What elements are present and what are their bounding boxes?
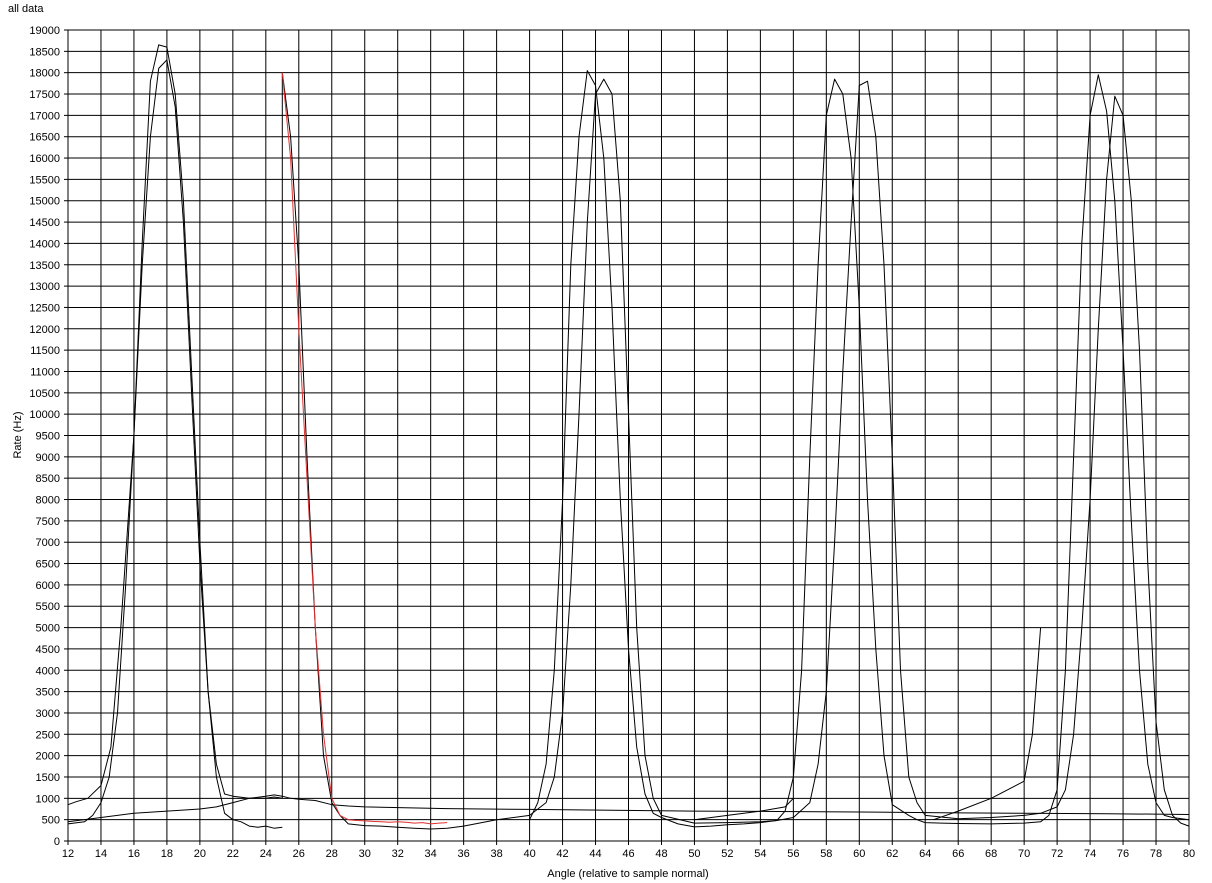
- x-tick-label: 42: [556, 848, 568, 860]
- y-tick-label: 6000: [36, 580, 60, 592]
- series-line-3: [67, 59, 283, 829]
- y-tick-label: 19000: [29, 25, 60, 37]
- y-tick-label: 16500: [29, 132, 60, 144]
- y-tick-label: 14000: [29, 238, 60, 250]
- y-tick-label: 9500: [36, 431, 60, 443]
- y-axis: 0 500 1000 1500 2000 2500 3000 3500 4000 4500 5000…: [29, 25, 68, 848]
- y-tick-label: 14500: [29, 217, 60, 229]
- y-tick-label: 8000: [36, 495, 60, 507]
- y-tick-label: 12000: [29, 324, 60, 336]
- y-tick-label: 2500: [36, 729, 60, 741]
- x-tick-label: 58: [820, 848, 832, 860]
- y-tick-label: 13000: [29, 281, 60, 293]
- x-tick-label: 40: [523, 848, 535, 860]
- y-tick-label: 16000: [29, 153, 60, 165]
- x-tick-label: 32: [392, 848, 404, 860]
- series-line-6: [933, 627, 1042, 821]
- y-tick-label: 5500: [36, 601, 60, 613]
- y-tick-label: 10000: [29, 409, 60, 421]
- y-tick-label: 7500: [36, 516, 60, 528]
- x-tick-label: 56: [787, 848, 799, 860]
- x-tick-label: 12: [62, 848, 74, 860]
- chart-title: all data: [8, 3, 44, 15]
- x-tick-label: 16: [128, 848, 140, 860]
- y-tick-label: 11500: [30, 345, 60, 357]
- x-tick-label: 76: [1117, 848, 1129, 860]
- x-tick-label: 60: [853, 848, 865, 860]
- y-tick-label: 3500: [36, 687, 60, 699]
- y-tick-label: 500: [42, 815, 60, 827]
- x-tick-label: 46: [622, 848, 634, 860]
- x-tick-label: 72: [1051, 848, 1063, 860]
- x-tick-label: 80: [1183, 848, 1195, 860]
- series-line-5: [694, 797, 794, 821]
- x-tick-label: 34: [425, 848, 437, 860]
- y-tick-label: 4500: [36, 644, 60, 656]
- y-tick-label: 18500: [29, 46, 60, 58]
- y-tick-label: 9000: [36, 452, 60, 464]
- series-line-2: [67, 72, 1190, 830]
- y-tick-label: 17000: [29, 110, 60, 122]
- y-tick-label: 18000: [29, 68, 60, 80]
- series-line-4: [529, 70, 1190, 828]
- y-tick-label: 0: [54, 836, 60, 848]
- x-tick-label: 70: [1018, 848, 1030, 860]
- x-tick-label: 50: [688, 848, 700, 860]
- x-tick-label: 66: [952, 848, 964, 860]
- x-tick-label: 18: [161, 848, 173, 860]
- x-tick-label: 28: [326, 848, 338, 860]
- y-tick-label: 7000: [36, 537, 60, 549]
- y-tick-label: 4000: [36, 665, 60, 677]
- y-tick-label: 10500: [29, 388, 60, 400]
- x-tick-label: 68: [985, 848, 997, 860]
- x-tick-label: 62: [886, 848, 898, 860]
- x-tick-label: 38: [490, 848, 502, 860]
- y-tick-label: 1500: [36, 772, 60, 784]
- series-line-7: [281, 72, 448, 825]
- x-tick-label: 64: [919, 848, 931, 860]
- x-tick-label: 48: [655, 848, 667, 860]
- x-tick-label: 78: [1150, 848, 1162, 860]
- x-tick-label: 14: [95, 848, 107, 860]
- x-tick-label: 52: [721, 848, 733, 860]
- y-axis-label: Rate (Hz): [12, 411, 24, 458]
- y-tick-label: 17500: [29, 89, 60, 101]
- y-tick-label: 2000: [36, 751, 60, 763]
- y-tick-label: 8500: [36, 473, 60, 485]
- y-tick-label: 15000: [29, 196, 60, 208]
- y-tick-label: 15500: [29, 174, 60, 186]
- x-tick-label: 26: [293, 848, 305, 860]
- y-tick-label: 13500: [29, 260, 60, 272]
- series-layer: [67, 44, 1190, 830]
- y-tick-label: 6500: [36, 559, 60, 571]
- y-tick-label: 12500: [29, 302, 60, 314]
- y-tick-label: 5000: [36, 623, 60, 635]
- x-tick-label: 22: [227, 848, 239, 860]
- x-tick-label: 54: [754, 848, 766, 860]
- y-tick-label: 1000: [36, 793, 60, 805]
- x-axis-label: Angle (relative to sample normal): [547, 868, 708, 880]
- x-tick-label: 36: [458, 848, 470, 860]
- y-tick-label: 11000: [30, 366, 60, 378]
- x-tick-label: 30: [359, 848, 371, 860]
- x-tick-label: 24: [260, 848, 272, 860]
- x-tick-label: 20: [194, 848, 206, 860]
- y-tick-label: 3000: [36, 708, 60, 720]
- x-tick-label: 44: [589, 848, 601, 860]
- x-axis: 12 14 16 18 20 22 24 26 28 30 32 34 36 38 40 42 44 46 48 50…: [62, 841, 1195, 860]
- x-tick-label: 74: [1084, 848, 1096, 860]
